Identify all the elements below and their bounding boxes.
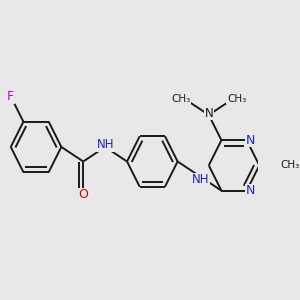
Text: NH: NH (192, 173, 209, 186)
Text: CH₃: CH₃ (171, 94, 190, 104)
Text: N: N (245, 134, 255, 147)
Text: CH₃: CH₃ (281, 160, 300, 170)
Text: CH₃: CH₃ (227, 94, 246, 104)
Text: N: N (245, 184, 255, 197)
Text: F: F (7, 90, 14, 103)
Text: NH: NH (97, 138, 114, 151)
Text: N: N (204, 107, 213, 120)
Text: O: O (78, 188, 88, 201)
